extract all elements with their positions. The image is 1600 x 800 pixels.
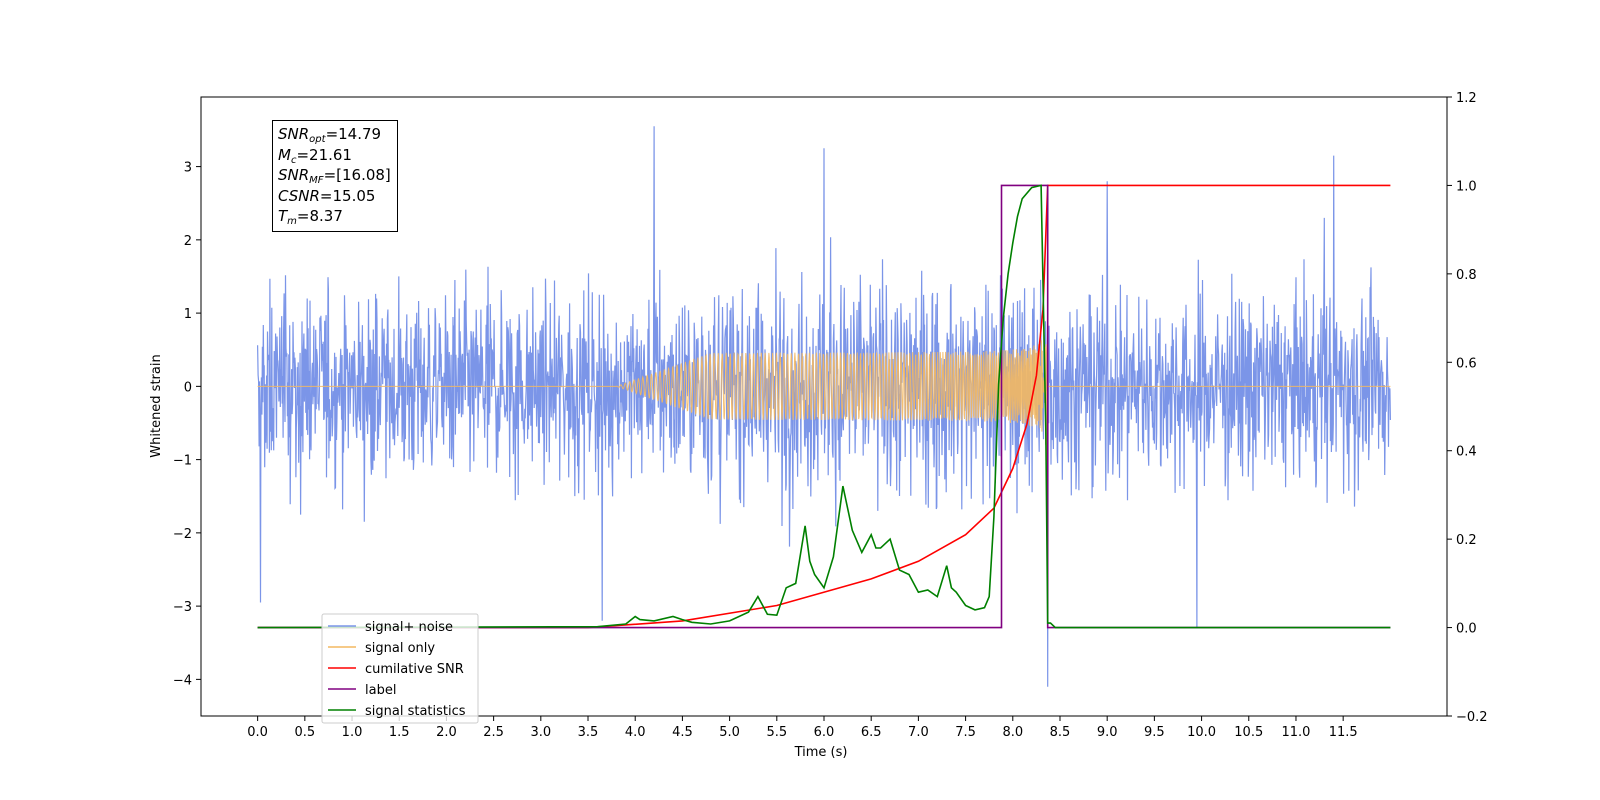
y2-tick-label: 0.8: [1456, 268, 1477, 283]
y2-tick-label: 1.2: [1456, 91, 1477, 106]
x-tick-label: 7.0: [908, 725, 929, 740]
x-tick-label: 9.0: [1097, 725, 1118, 740]
y-tick-label: 0: [184, 380, 192, 395]
stat-csnr: CSNR=15.05: [278, 186, 376, 205]
x-tick-label: 6.0: [814, 725, 835, 740]
x-tick-label: 7.5: [955, 725, 976, 740]
y2-tick-label: −0.2: [1456, 710, 1488, 725]
y-tick-label: −2: [173, 527, 192, 542]
x-tick-label: 2.5: [483, 725, 504, 740]
y-tick-label: −3: [173, 600, 192, 615]
x-tick-label: 1.5: [389, 725, 410, 740]
stat-snr-opt: SNRopt=14.79: [278, 125, 382, 145]
legend-label: label: [365, 683, 396, 698]
legend-label: cumilative SNR: [365, 662, 464, 677]
x-tick-label: 5.5: [766, 725, 787, 740]
x-axis-label: Time (s): [794, 745, 848, 760]
signal-only-series: [257, 314, 1391, 463]
stat-snr-mf: SNRMF=[16.08]: [278, 166, 391, 186]
x-tick-label: 11.0: [1281, 725, 1310, 740]
y-tick-label: 1: [184, 307, 192, 322]
y2-tick-label: 0.6: [1456, 356, 1477, 371]
legend-box: [321, 613, 479, 724]
x-tick-label: 8.0: [1002, 725, 1023, 740]
y-tick-label: 2: [184, 234, 192, 249]
legend: signal+ noise signal only cumilative SNR la…: [321, 613, 479, 724]
right-axis-series: [257, 184, 1391, 629]
x-tick-label: 6.5: [861, 725, 882, 740]
series-line-4: [257, 184, 1391, 629]
y-axis-label: Whitened strain: [149, 354, 164, 457]
x-tick-label: 11.5: [1329, 725, 1358, 740]
x-tick-label: 3.0: [530, 725, 551, 740]
y-axis-right: 1.2 1.0 0.8 0.6 0.4 0.2 0.0 −0.2: [1447, 91, 1488, 725]
signal-only-line: [257, 314, 1391, 463]
legend-label: signal+ noise: [365, 620, 453, 635]
signal-noise-series: [257, 126, 1391, 687]
stats-box: SNRopt=14.79 Mc=21.61 SNRMF=[16.08] CSNR…: [272, 120, 398, 232]
x-tick-label: 2.0: [436, 725, 457, 740]
x-tick-label: 3.5: [578, 725, 599, 740]
x-tick-label: 5.0: [719, 725, 740, 740]
x-tick-label: 10.0: [1187, 725, 1216, 740]
y2-tick-label: 1.0: [1456, 179, 1477, 194]
y-axis-left: 3 2 1 0 −1 −2 −3 −4: [173, 161, 201, 688]
stat-tm: Tm=8.37: [278, 207, 343, 227]
x-tick-label: 0.5: [294, 725, 315, 740]
stat-mc: Mc=21.61: [278, 145, 352, 166]
x-axis: 0.0 0.5 1.0 1.5 2.0 2.5 3.0 3.5 4.0 4.5 5.0 5.5 6.0 6…: [247, 716, 1358, 740]
series-line-2: [257, 184, 1391, 629]
legend-label: signal only: [365, 641, 435, 656]
x-tick-label: 4.0: [625, 725, 646, 740]
y-tick-label: −1: [173, 454, 192, 469]
x-tick-label: 1.0: [342, 725, 363, 740]
x-tick-label: 8.5: [1050, 725, 1071, 740]
x-tick-label: 9.5: [1144, 725, 1165, 740]
signal-noise-line: [257, 126, 1391, 687]
x-tick-label: 4.5: [672, 725, 693, 740]
x-tick-label: 10.5: [1234, 725, 1263, 740]
y-tick-label: 3: [184, 161, 192, 176]
y2-tick-label: 0.4: [1456, 445, 1477, 460]
y2-tick-label: 0.0: [1456, 622, 1477, 637]
y-tick-label: −4: [173, 673, 192, 688]
x-tick-label: 0.0: [247, 725, 268, 740]
legend-label: signal statistics: [365, 704, 466, 719]
y2-tick-label: 0.2: [1456, 533, 1477, 548]
